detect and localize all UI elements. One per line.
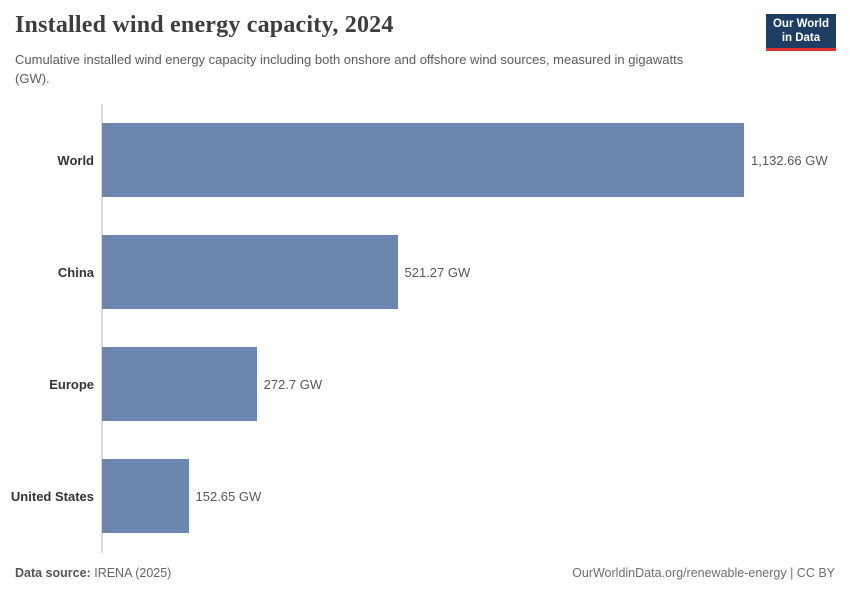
category-label-china: China bbox=[57, 264, 94, 280]
chart-subtitle: Cumulative installed wind energy capacit… bbox=[15, 52, 684, 86]
value-label-europe: 272.7 GW bbox=[263, 376, 323, 392]
value-label-united-states: 152.65 GW bbox=[195, 488, 262, 504]
y-axis-line bbox=[101, 104, 103, 553]
bar-united-states[interactable] bbox=[102, 459, 189, 533]
category-label-europe: Europe bbox=[49, 376, 94, 392]
chart-row-europe: Europe 272.7 GW bbox=[0, 328, 850, 440]
bar-world[interactable] bbox=[102, 123, 744, 197]
data-source-label: Data source: bbox=[15, 566, 91, 580]
owid-logo[interactable]: Our World in Data bbox=[765, 14, 836, 51]
data-source: Data source: IRENA (2025) bbox=[15, 566, 171, 580]
bar-china[interactable] bbox=[102, 235, 398, 309]
bar-chart: World 1,132.66 GW China 521.27 GW Europe 272.… bbox=[0, 104, 850, 553]
category-label-united-states: United States bbox=[10, 488, 94, 504]
bar-track-united-states: 152.65 GW bbox=[102, 459, 850, 533]
owid-logo-line2: in Data bbox=[781, 31, 821, 44]
bar-track-china: 521.27 GW bbox=[102, 235, 850, 309]
bar-track-world: 1,132.66 GW bbox=[102, 123, 850, 197]
page-title: Installed wind energy capacity, 2024 bbox=[15, 12, 394, 38]
bar-rows: World 1,132.66 GW China 521.27 GW Europe 272.… bbox=[0, 104, 850, 552]
chart-row-world: World 1,132.66 GW bbox=[0, 104, 850, 216]
footer-link[interactable]: OurWorldinData.org/renewable-energy | CC… bbox=[572, 566, 835, 580]
data-source-value: IRENA (2025) bbox=[94, 566, 172, 580]
owid-logo-line1: Our World bbox=[772, 18, 829, 30]
bar-europe[interactable] bbox=[102, 347, 257, 421]
chart-footer: Data source: IRENA (2025) OurWorldinData… bbox=[15, 566, 835, 580]
chart-row-united-states: United States 152.65 GW bbox=[0, 440, 850, 552]
bar-track-europe: 272.7 GW bbox=[102, 347, 850, 421]
category-label-world: World bbox=[57, 152, 94, 168]
chart-row-china: China 521.27 GW bbox=[0, 216, 850, 328]
value-label-world: 1,132.66 GW bbox=[751, 152, 828, 168]
value-label-china: 521.27 GW bbox=[404, 264, 471, 280]
